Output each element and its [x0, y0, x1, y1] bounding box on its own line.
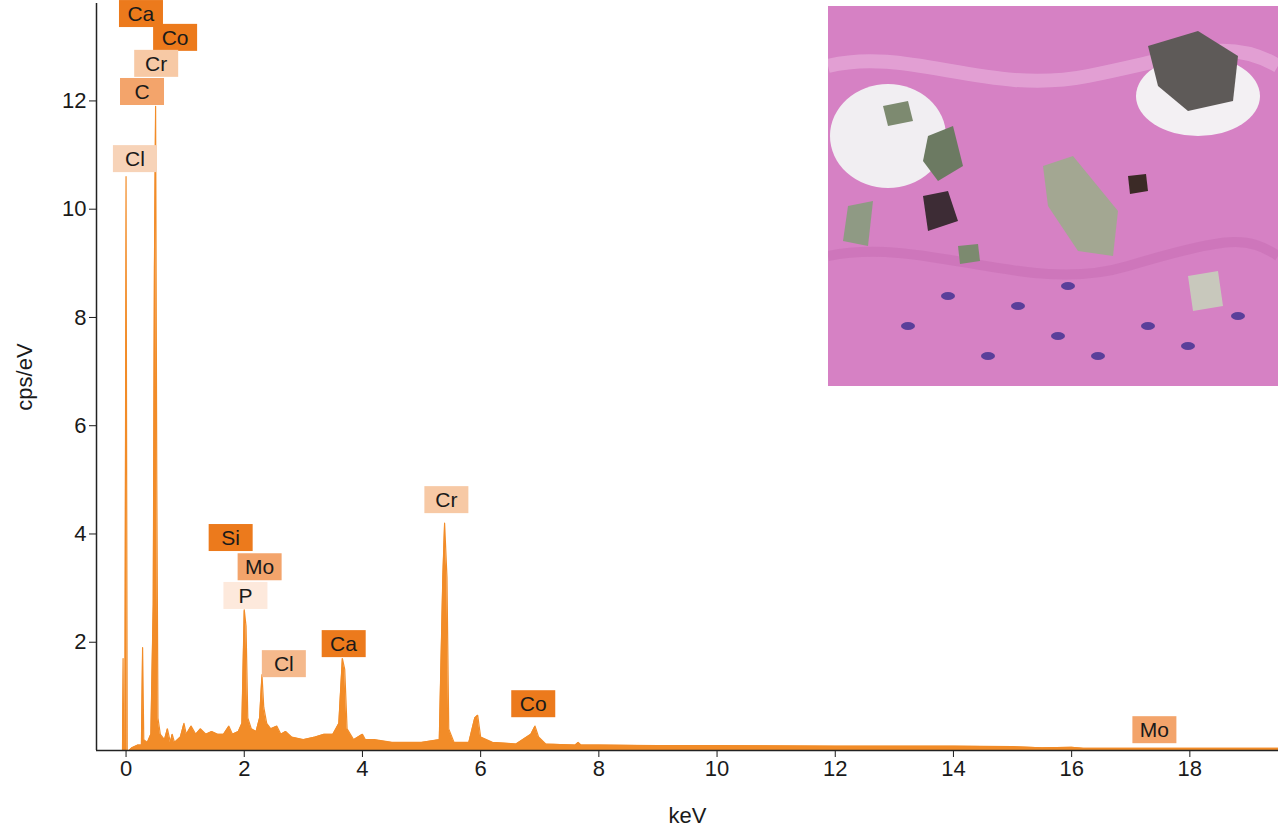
svg-text:Cl: Cl: [125, 147, 145, 170]
svg-text:16: 16: [1059, 756, 1083, 781]
svg-text:4: 4: [356, 756, 368, 781]
svg-text:C: C: [134, 80, 149, 103]
svg-text:12: 12: [823, 756, 847, 781]
svg-text:8: 8: [593, 756, 605, 781]
svg-text:Cr: Cr: [435, 488, 457, 511]
svg-text:6: 6: [475, 756, 487, 781]
svg-text:P: P: [238, 584, 252, 607]
svg-text:14: 14: [941, 756, 965, 781]
svg-text:Ca: Ca: [330, 632, 357, 655]
svg-text:6: 6: [74, 413, 86, 438]
svg-text:8: 8: [74, 304, 86, 329]
svg-text:Cl: Cl: [274, 652, 294, 675]
svg-text:keV: keV: [669, 803, 707, 828]
svg-text:Cr: Cr: [145, 52, 167, 75]
svg-text:18: 18: [1178, 756, 1202, 781]
svg-text:10: 10: [705, 756, 729, 781]
svg-text:0: 0: [120, 756, 132, 781]
svg-text:10: 10: [62, 196, 86, 221]
svg-text:cps/eV: cps/eV: [12, 343, 37, 411]
svg-text:Co: Co: [520, 692, 547, 715]
svg-text:2: 2: [238, 756, 250, 781]
svg-text:Co: Co: [162, 26, 189, 49]
svg-text:Mo: Mo: [245, 555, 274, 578]
svg-text:Si: Si: [221, 526, 240, 549]
svg-text:12: 12: [62, 88, 86, 113]
svg-text:Ca: Ca: [127, 2, 154, 25]
svg-text:Mo: Mo: [1140, 718, 1169, 741]
svg-text:2: 2: [74, 629, 86, 654]
svg-text:4: 4: [74, 521, 86, 546]
